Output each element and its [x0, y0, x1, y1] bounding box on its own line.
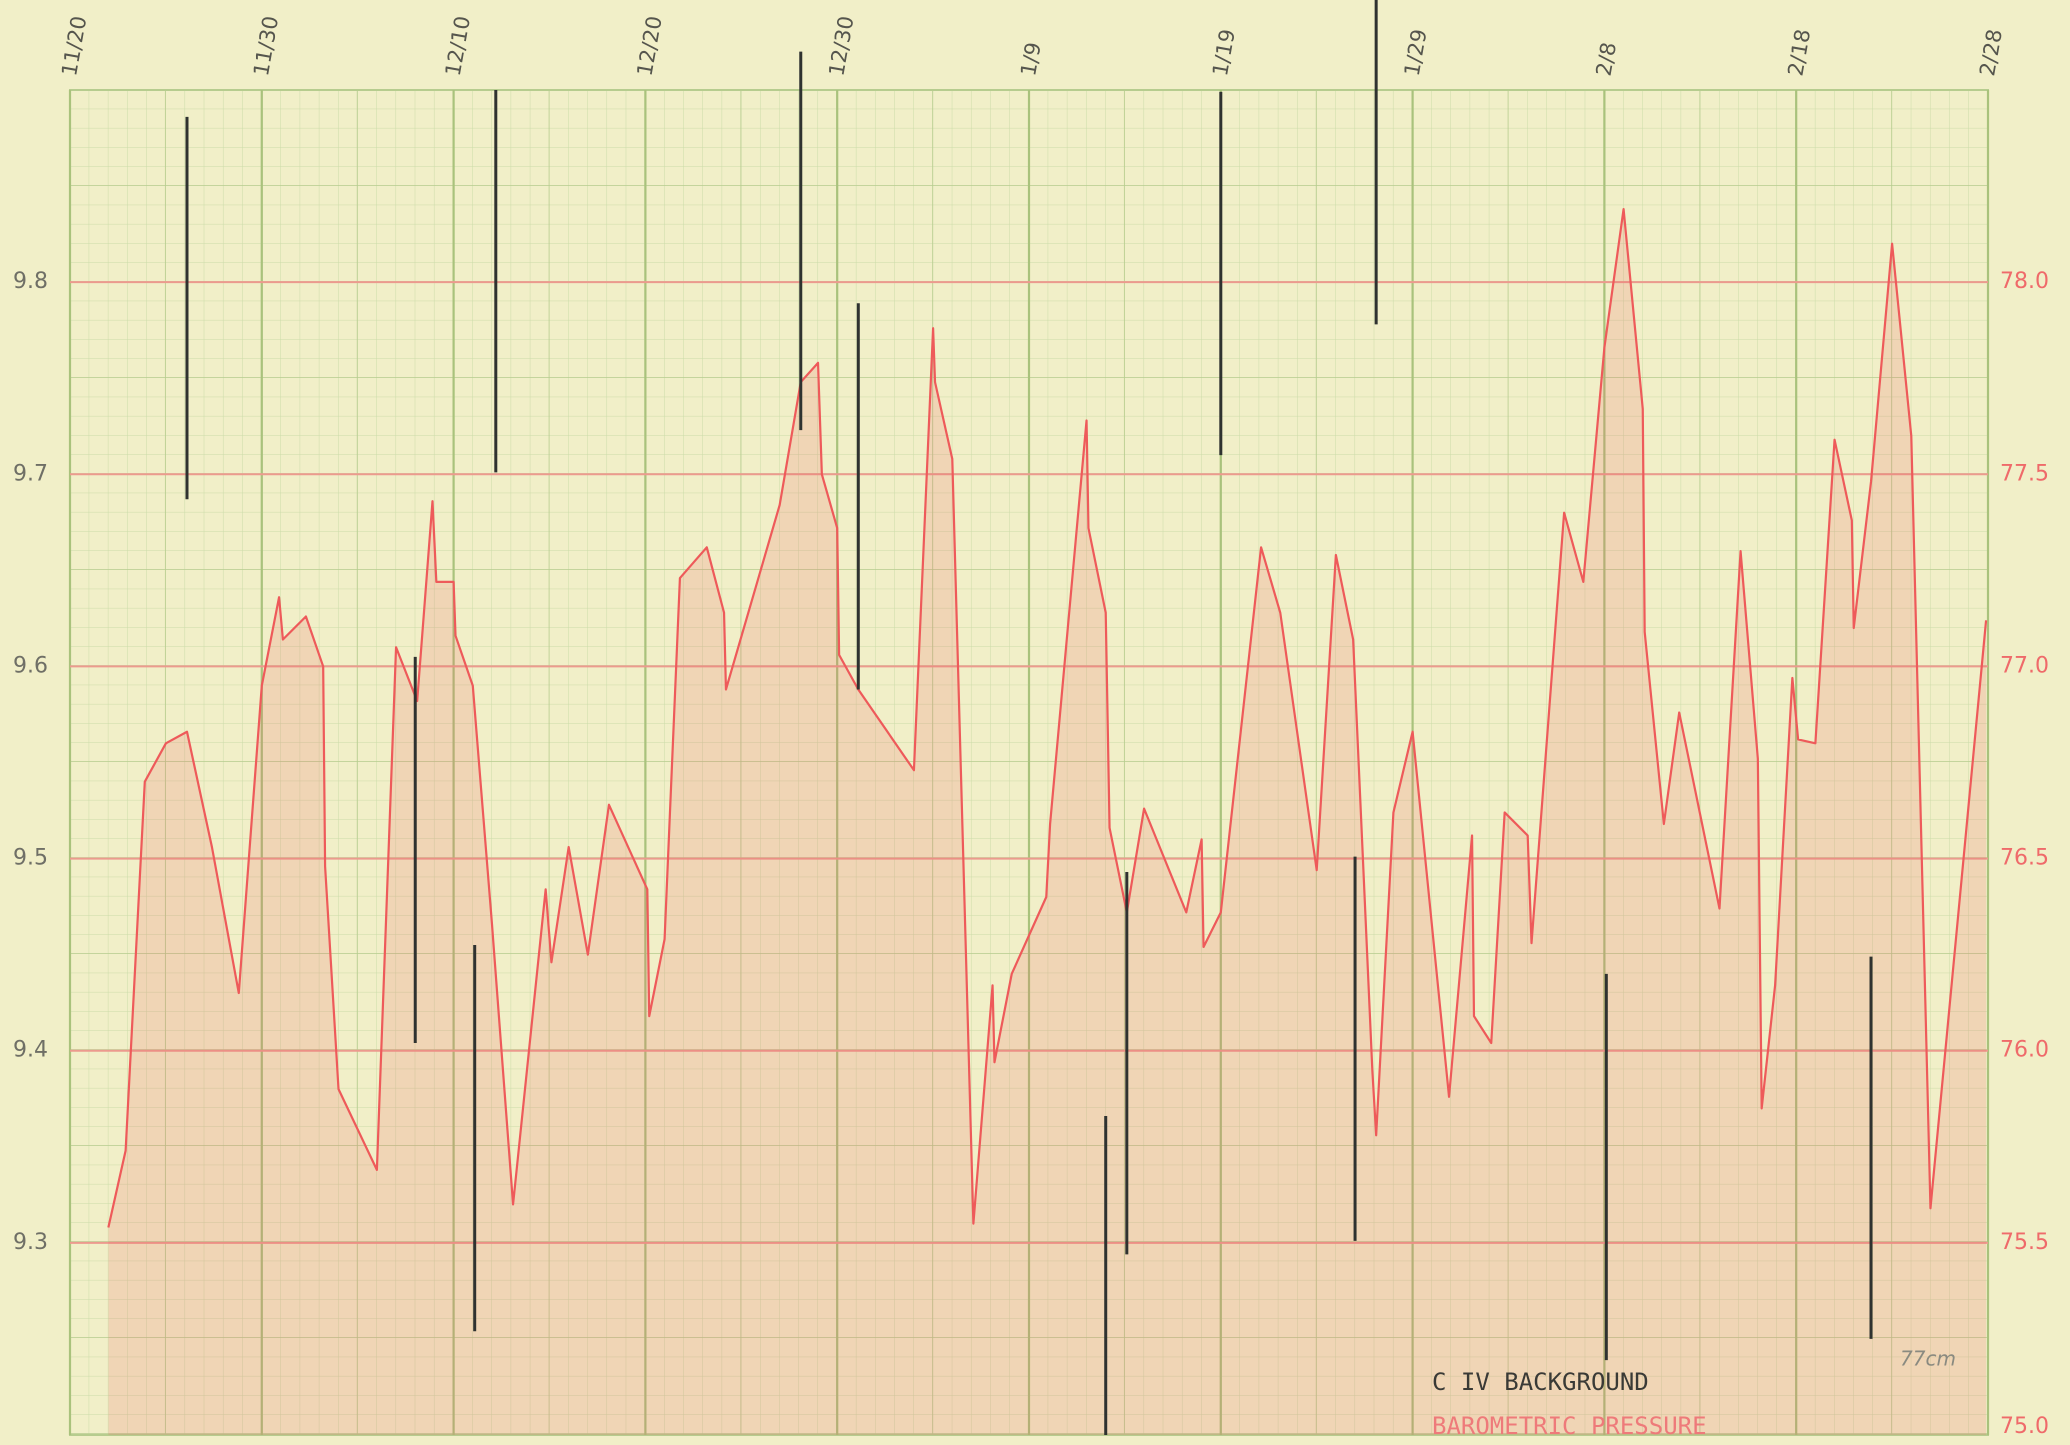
area-shading — [108, 209, 1987, 1436]
y-tick-label: 9.3 — [13, 1230, 48, 1255]
annotation: BAROMETRIC PRESSURE — [1432, 1412, 1707, 1440]
pressure-line — [107, 208, 1988, 1228]
y2-tick-label: 77.5 — [2000, 461, 2049, 486]
y2-tick-label: 77.0 — [2000, 653, 2049, 678]
y-tick-label: 9.7 — [13, 461, 48, 486]
annotation: 77cm — [1900, 1347, 1956, 1371]
y2-tick-label: 76.5 — [2000, 846, 2049, 871]
annotation: C IV BACKGROUND — [1432, 1368, 1649, 1396]
y2-tick-label: 75.0 — [2000, 1414, 2049, 1439]
chart-layer: 11/20 11/30 12/10 12/20 12/30 1/9 1/19 1/29 2/8 2… — [13, 0, 2049, 1439]
y2-tick-label: 76.0 — [2000, 1038, 2049, 1063]
x-tick-label: 2/8 — [1592, 40, 1622, 77]
y2-tick-label: 78.0 — [2000, 269, 2049, 294]
y-tick-label: 9.8 — [13, 269, 48, 294]
y2-tick-label: 75.5 — [2000, 1230, 2049, 1255]
y-tick-label: 9.4 — [13, 1038, 48, 1063]
x-tick-label: 1/9 — [1016, 40, 1046, 77]
y-tick-label: 9.5 — [13, 846, 48, 871]
y-tick-label: 9.6 — [13, 653, 48, 678]
